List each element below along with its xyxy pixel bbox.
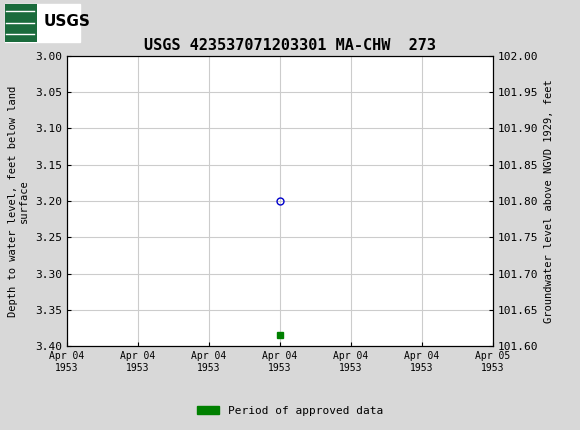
Text: USGS: USGS xyxy=(44,14,90,29)
FancyBboxPatch shape xyxy=(5,3,80,42)
Y-axis label: Groundwater level above NGVD 1929, feet: Groundwater level above NGVD 1929, feet xyxy=(544,79,554,323)
Text: USGS 423537071203301 MA-CHW  273: USGS 423537071203301 MA-CHW 273 xyxy=(144,38,436,53)
Y-axis label: Depth to water level, feet below land
surface: Depth to water level, feet below land su… xyxy=(8,86,29,316)
FancyBboxPatch shape xyxy=(5,3,37,42)
Legend: Period of approved data: Period of approved data xyxy=(193,401,387,420)
